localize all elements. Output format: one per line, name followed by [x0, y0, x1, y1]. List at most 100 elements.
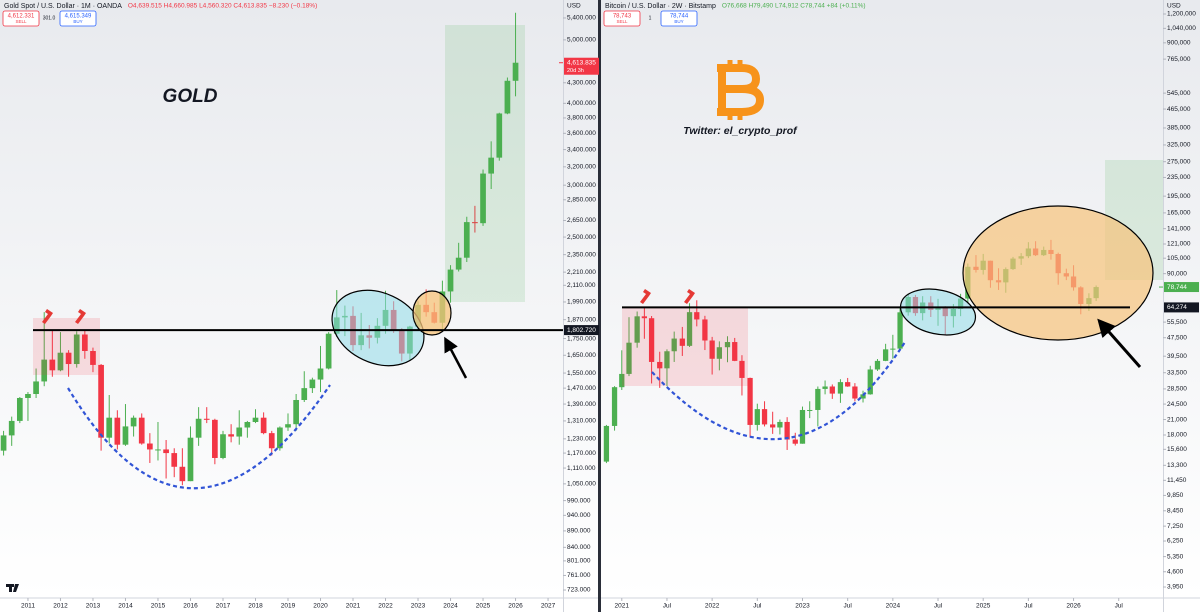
candle-body — [732, 342, 738, 361]
y-tick-label: 1,750.000 — [567, 335, 596, 342]
candle-body — [634, 316, 640, 343]
candle-body — [686, 312, 693, 346]
currency-label: USD — [1167, 3, 1181, 10]
candle-body — [657, 361, 663, 369]
y-tick-label: 1,990.000 — [567, 299, 596, 306]
y-tick-label: 3,600.000 — [567, 130, 596, 137]
candle-body — [641, 316, 648, 319]
x-tick-label: 2026 — [508, 603, 523, 610]
candle-body — [739, 360, 745, 378]
x-tick-label: 2026 — [1066, 603, 1081, 610]
y-tick-label: 1,650.000 — [567, 352, 596, 359]
y-tick-label: 801.000 — [567, 558, 591, 565]
x-tick-label: 2014 — [118, 603, 133, 610]
y-tick-label: 1,470.000 — [567, 385, 596, 392]
candle-body — [890, 348, 896, 350]
candle-body — [807, 409, 813, 411]
y-tick-label: 11,450 — [1167, 477, 1187, 484]
buy-price: 78,744 — [670, 14, 689, 20]
candle-body — [57, 352, 64, 371]
spread: 1 — [649, 15, 652, 21]
y-tick-label: 5,350 — [1167, 553, 1184, 560]
buy-label: BUY — [674, 19, 683, 24]
candle-body — [187, 437, 194, 482]
candle-body — [41, 359, 48, 382]
candle-body — [293, 399, 299, 425]
candle-body — [114, 417, 121, 445]
candle-body — [90, 350, 96, 365]
tradingview-logo — [6, 584, 19, 592]
annotation-text: Twitter: el_crypto_prof — [683, 125, 798, 137]
level-label-bg — [1164, 302, 1199, 313]
y-tick-label: 465,000 — [1167, 106, 1191, 113]
y-tick-label: 1,050.000 — [567, 481, 596, 488]
projection-box — [445, 25, 525, 302]
candle-body — [122, 426, 129, 445]
candle-body — [603, 425, 610, 462]
y-tick-label: 2,650.000 — [567, 217, 596, 224]
candle-body — [0, 435, 7, 451]
y-tick-label: 1,200,000 — [1167, 11, 1196, 18]
y-tick-label: 275,000 — [1167, 158, 1191, 165]
candle-body — [829, 386, 835, 394]
y-tick-label: 39,500 — [1167, 353, 1187, 360]
y-tick-label: 900,000 — [1167, 40, 1191, 47]
y-tick-label: 6,250 — [1167, 538, 1184, 545]
symbol-title: Gold Spot / U.S. Dollar · 1M · OANDA — [4, 3, 122, 10]
candle-body — [488, 157, 495, 174]
candle-body — [626, 342, 632, 374]
x-tick-label: Jul — [1115, 603, 1124, 610]
buy-button[interactable] — [660, 10, 698, 27]
level-label: 64,274 — [1167, 304, 1187, 311]
y-tick-label: 28,500 — [1167, 386, 1187, 393]
candle-body — [754, 409, 760, 425]
candle-body — [860, 394, 866, 399]
y-tick-label: 195,000 — [1167, 193, 1191, 200]
y-tick-label: 7,250 — [1167, 523, 1184, 530]
arrow — [1097, 318, 1142, 368]
sell-label: SELL — [15, 19, 27, 24]
x-tick-label: 2020 — [313, 603, 328, 610]
candle-body — [671, 338, 677, 352]
candle-body — [472, 222, 478, 224]
candle-body — [25, 394, 31, 398]
countdown-label: 20d 3h — [567, 68, 584, 74]
ohlc-values: O76,668 H79,490 L74,912 C78,744 +84 (+0.… — [722, 3, 866, 10]
candle-body — [163, 449, 169, 454]
cup-curve — [67, 384, 331, 490]
y-tick-label: 2,210.000 — [567, 269, 596, 276]
candle-body — [98, 364, 104, 438]
currency-label: USD — [567, 3, 581, 10]
x-tick-label: 2018 — [248, 603, 263, 610]
sell-button[interactable] — [2, 10, 40, 27]
y-tick-label: 765,000 — [1167, 56, 1191, 63]
y-tick-label: 2,850.000 — [567, 197, 596, 204]
candle-body — [694, 312, 700, 320]
x-tick-label: Jul — [663, 603, 672, 610]
candle-body — [837, 382, 844, 394]
bitcoin-logo — [717, 60, 764, 120]
top-zone-box — [622, 307, 748, 386]
y-tick-label: 840.000 — [567, 544, 591, 551]
y-tick-label: 325,000 — [1167, 142, 1191, 149]
x-tick-label: 2021 — [346, 603, 361, 610]
y-tick-label: 141,000 — [1167, 225, 1191, 232]
candle-body — [867, 369, 873, 395]
candle-body — [49, 359, 56, 371]
retest-ellipse — [899, 288, 977, 336]
y-tick-label: 9,850 — [1167, 492, 1184, 499]
buy-label: BUY — [73, 19, 82, 24]
y-tick-label: 2,350.000 — [567, 251, 596, 258]
y-tick-label: 4,000.000 — [567, 100, 596, 107]
buy-price: 4,615.349 — [65, 14, 92, 20]
y-tick-label: 55,500 — [1167, 319, 1187, 326]
candle-body — [619, 373, 625, 388]
sell-button[interactable] — [603, 10, 641, 27]
y-tick-label: 385,000 — [1167, 125, 1191, 132]
buy-button[interactable] — [59, 10, 97, 27]
y-tick-label: 3,200.000 — [567, 164, 596, 171]
x-tick-label: 2023 — [411, 603, 426, 610]
x-tick-label: 2012 — [53, 603, 68, 610]
candle-body — [702, 319, 708, 341]
